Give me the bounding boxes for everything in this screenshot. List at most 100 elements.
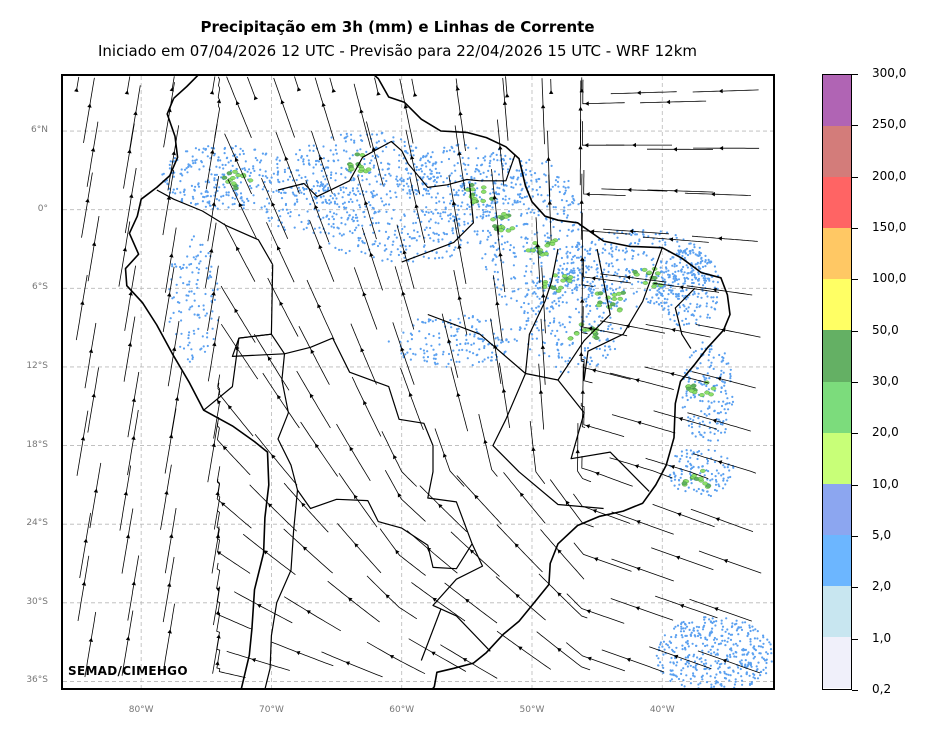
streamline [491, 169, 500, 235]
rain-dot [504, 195, 507, 198]
streamline-arrow [438, 503, 443, 509]
rain-dot [721, 423, 724, 426]
rain-dot [685, 298, 688, 301]
rain-dot [205, 312, 208, 315]
rain-dot [216, 288, 219, 291]
rain-dot [705, 302, 709, 305]
rain-dot [710, 683, 713, 686]
rain-dot [717, 483, 720, 486]
rain-dot [554, 334, 557, 337]
rain-cell [551, 286, 557, 290]
rain-dot [577, 241, 580, 245]
rain-dot [492, 158, 495, 161]
colorbar-segment [823, 585, 851, 638]
rain-dot [331, 197, 334, 200]
rain-dot [709, 479, 712, 482]
streamline [453, 270, 468, 335]
rain-dot [593, 320, 596, 323]
rain-dot [306, 210, 309, 213]
rain-dot [684, 656, 687, 659]
rain-dot [328, 202, 331, 205]
rain-dot [586, 346, 590, 350]
rain-dot [555, 365, 558, 368]
rain-dot [196, 202, 199, 205]
rain-dot [699, 682, 702, 685]
rain-dot [602, 302, 605, 305]
rain-dot [610, 253, 613, 256]
rain-dot [205, 267, 208, 270]
rain-dot [743, 665, 747, 668]
rain-dot [447, 352, 451, 356]
rain-dot [762, 634, 765, 637]
rain-dot [467, 317, 471, 320]
rain-dot [686, 266, 690, 269]
rain-dot [554, 179, 558, 182]
rain-dot [414, 221, 417, 224]
rain-dot [316, 181, 320, 184]
rain-dot [567, 371, 570, 374]
rain-dot [526, 311, 529, 314]
rain-dot [482, 156, 485, 160]
rain-dot [212, 337, 215, 341]
streamline-arrow [83, 538, 88, 543]
rain-dot [213, 154, 216, 157]
streamline-arrow [211, 442, 216, 448]
rain-dot [709, 364, 713, 367]
rain-dot [727, 673, 730, 676]
rain-dot [697, 271, 700, 274]
rain-dot [415, 239, 418, 242]
rain-dot [617, 268, 620, 271]
rain-dot [602, 271, 605, 274]
rain-dot [712, 356, 715, 359]
rain-dot [456, 162, 459, 165]
rain-dot [475, 164, 479, 167]
rain-dot [287, 167, 290, 170]
rain-dot [668, 274, 671, 277]
rain-dot [765, 672, 768, 675]
rain-dot [759, 645, 763, 648]
rain-dot [403, 144, 406, 148]
rain-dot [768, 641, 771, 644]
rain-dot [698, 431, 701, 434]
rain-dot [714, 676, 717, 679]
rain-dot [590, 288, 593, 291]
rain-dot [683, 282, 686, 285]
rain-dot [182, 190, 185, 193]
rain-dot [472, 352, 475, 355]
rain-dot [415, 168, 418, 172]
streamline-arrow [401, 291, 406, 296]
rain-dot [696, 367, 700, 370]
rain-dot [202, 195, 205, 198]
colorbar-label: 200,0 [872, 168, 907, 183]
rain-dot [179, 191, 182, 194]
map-panel[interactable] [61, 74, 775, 690]
streamline-arrow [677, 512, 682, 517]
rain-dot [669, 318, 672, 321]
rain-dot [602, 289, 605, 292]
streamline-arrow [169, 253, 174, 258]
rain-dot [562, 210, 565, 213]
streamline [496, 630, 552, 670]
rain-dot [345, 132, 348, 135]
rain-dot [340, 173, 343, 176]
streamline-arrow [557, 592, 562, 597]
rain-dot [496, 336, 499, 339]
streamline [242, 533, 296, 576]
rain-cell [532, 241, 538, 246]
rain-dot [359, 148, 362, 151]
rain-dot [530, 173, 533, 176]
rain-dot [265, 208, 268, 211]
rain-dot [179, 345, 182, 348]
rain-dot [515, 224, 518, 228]
rain-dot [612, 340, 615, 343]
rain-dot [609, 323, 612, 326]
rain-dot [215, 198, 218, 201]
rain-cell [710, 386, 717, 391]
rain-dot [703, 412, 706, 416]
rain-dot [526, 212, 529, 215]
rain-dot [424, 321, 427, 324]
rain-dot [703, 474, 706, 477]
rain-dot [517, 176, 520, 179]
rain-dot [351, 189, 354, 192]
border-line [583, 247, 663, 381]
